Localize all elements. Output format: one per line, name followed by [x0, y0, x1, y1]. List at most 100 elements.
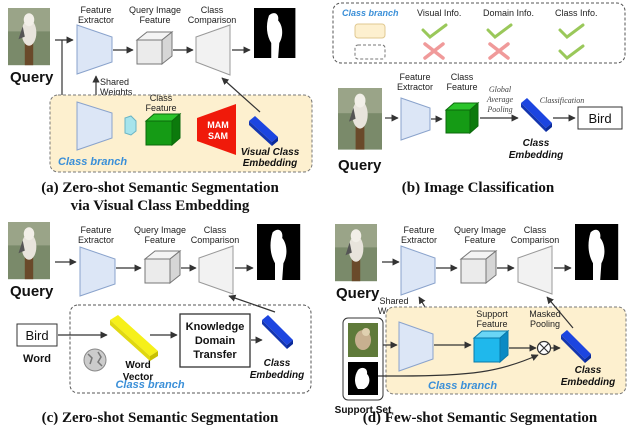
caption-a-2: via Visual Class Embedding: [71, 198, 250, 214]
arrow-embedding-to-comparison-d: [546, 296, 574, 329]
query-image-a: [8, 8, 50, 66]
panel-b: Class branch Visual Info. Domain Info. C…: [332, 2, 626, 196]
comparison-label-d-2: Comparison: [511, 235, 560, 245]
word-vector-bar: [110, 315, 158, 361]
qif-label-c-2: Feature: [144, 235, 175, 245]
check-icon-class-1: [558, 23, 585, 39]
classification-label: Classification: [540, 96, 584, 105]
caption-c: (c) Zero-shot Semantic Segmentation: [42, 410, 279, 426]
knowledge-transfer-box: [179, 313, 251, 368]
caption-a-1: (a) Zero-shot Semantic Segmentation: [41, 180, 279, 196]
legend-swatch-other: [354, 44, 386, 60]
support-set-label: Support Set: [335, 405, 392, 416]
query-feature-cube-a: [135, 30, 174, 66]
caption-d: (d) Few-shot Semantic Segmentation: [363, 410, 598, 426]
class-embedding-label-b-2: Embedding: [509, 150, 563, 161]
shared-weights-label-a-1: Shared: [100, 77, 129, 87]
support-extractor-d: [398, 321, 434, 372]
query-image-d: [335, 224, 377, 282]
panel-d: Query Feature Extractor Query Image Feat…: [335, 224, 627, 426]
class-branch-box-c: [69, 304, 312, 394]
output-label-b: Bird: [588, 111, 611, 126]
extractor-label-b-2: Extractor: [397, 82, 433, 92]
visual-class-embedding-bar-a: [249, 116, 278, 146]
legend-domain-info: Domain Info.: [483, 8, 534, 18]
extractor-label-c-1: Feature: [80, 225, 111, 235]
legend-class-info: Class Info.: [555, 8, 598, 18]
caption-b: (b) Image Classification: [402, 180, 555, 196]
class-feature-cube-b: [444, 101, 480, 135]
knowledge-transfer-label-3: Transfer: [193, 349, 237, 361]
extractor-label-a-1: Feature: [80, 5, 111, 15]
word-input-label: Bird: [25, 328, 48, 343]
qif-label-d-2: Feature: [464, 235, 495, 245]
class-embedding-label-d-2: Embedding: [561, 377, 615, 388]
feature-extractor-a: [76, 24, 113, 75]
class-feature-label-b-1: Class: [451, 72, 474, 82]
legend-visual-info: Visual Info.: [417, 8, 461, 18]
query-label-a: Query: [10, 69, 54, 86]
word-vector-label-2: Vector: [123, 372, 154, 383]
feature-extractor-d: [400, 245, 436, 296]
support-feature-label-1: Support: [476, 309, 508, 319]
support-feature-label-2: Feature: [476, 319, 507, 329]
legend-class-branch: Class branch: [342, 8, 399, 18]
masked-pooling-label-2: Pooling: [530, 319, 560, 329]
class-feature-label-a-2: Feature: [145, 103, 176, 113]
class-extractor-a: [76, 101, 113, 151]
class-branch-box-a: [49, 94, 313, 173]
gap-label-2: Average: [486, 95, 514, 104]
class-embedding-bar-d: [561, 330, 591, 363]
knowledge-transfer-label-2: Domain: [195, 335, 236, 347]
masked-pooling-label-1: Masked: [529, 309, 561, 319]
support-image: [348, 323, 378, 357]
qif-label-c-1: Query Image: [134, 225, 186, 235]
query-label-c: Query: [10, 283, 54, 300]
class-branch-label-c: Class branch: [115, 379, 184, 391]
support-feature-cube: [472, 329, 510, 364]
connector-a: [124, 115, 137, 136]
query-label-b: Query: [338, 157, 382, 174]
extractor-label-d-1: Feature: [403, 225, 434, 235]
wikipedia-globe-icon: [83, 348, 107, 372]
class-feature-cube-a: [144, 112, 182, 147]
output-box-b: [577, 106, 623, 130]
class-embedding-bar-b: [521, 98, 552, 132]
cross-icon-domain-2: [488, 42, 510, 60]
panel-a: Query Feature Extractor Query Image Feat…: [8, 5, 313, 214]
gap-label-1: Global: [489, 85, 512, 94]
masked-pooling-operator: [536, 340, 552, 356]
shared-weights-label-a-2: Weights: [100, 87, 133, 97]
extractor-label-c-2: Extractor: [78, 235, 114, 245]
class-comparison-d: [517, 245, 553, 295]
word-vector-label-1: Word: [125, 360, 150, 371]
extractor-label-d-2: Extractor: [401, 235, 437, 245]
mam-sam-module: MAM SAM: [197, 104, 236, 155]
arrow-embedding-to-comparison-c: [228, 294, 276, 313]
class-embedding-label-c-2: Embedding: [250, 370, 304, 381]
arrow-support-mask-to-pooling: [378, 354, 539, 377]
arrow-embedding-to-comparison-a: [221, 77, 261, 113]
class-feature-label-b-2: Feature: [446, 82, 477, 92]
class-embedding-label-b-1: Class: [523, 138, 550, 149]
class-comparison-c: [198, 245, 234, 295]
query-image-b: [338, 88, 382, 150]
visual-class-embedding-label-2: Embedding: [243, 158, 297, 169]
check-icon-visual-1: [421, 23, 448, 39]
qif-label-a-2: Feature: [139, 15, 170, 25]
extractor-label-a-2: Extractor: [78, 15, 114, 25]
segmentation-mask-d: [575, 224, 619, 280]
qif-label-d-1: Query Image: [454, 225, 506, 235]
query-feature-cube-c: [143, 249, 182, 285]
sam-label: SAM: [208, 131, 228, 141]
extractor-label-b-1: Feature: [399, 72, 430, 82]
comparison-label-c-2: Comparison: [191, 235, 240, 245]
segmentation-mask-c: [257, 224, 301, 280]
segmentation-mask-a: [254, 8, 296, 58]
comparison-label-a-1: Class: [201, 5, 224, 15]
comparison-label-c-1: Class: [204, 225, 227, 235]
legend-swatch-class-branch: [354, 23, 386, 39]
class-embedding-label-d-1: Class: [575, 365, 602, 376]
feature-extractor-b: [400, 97, 431, 141]
legend-box-b: [332, 2, 626, 64]
